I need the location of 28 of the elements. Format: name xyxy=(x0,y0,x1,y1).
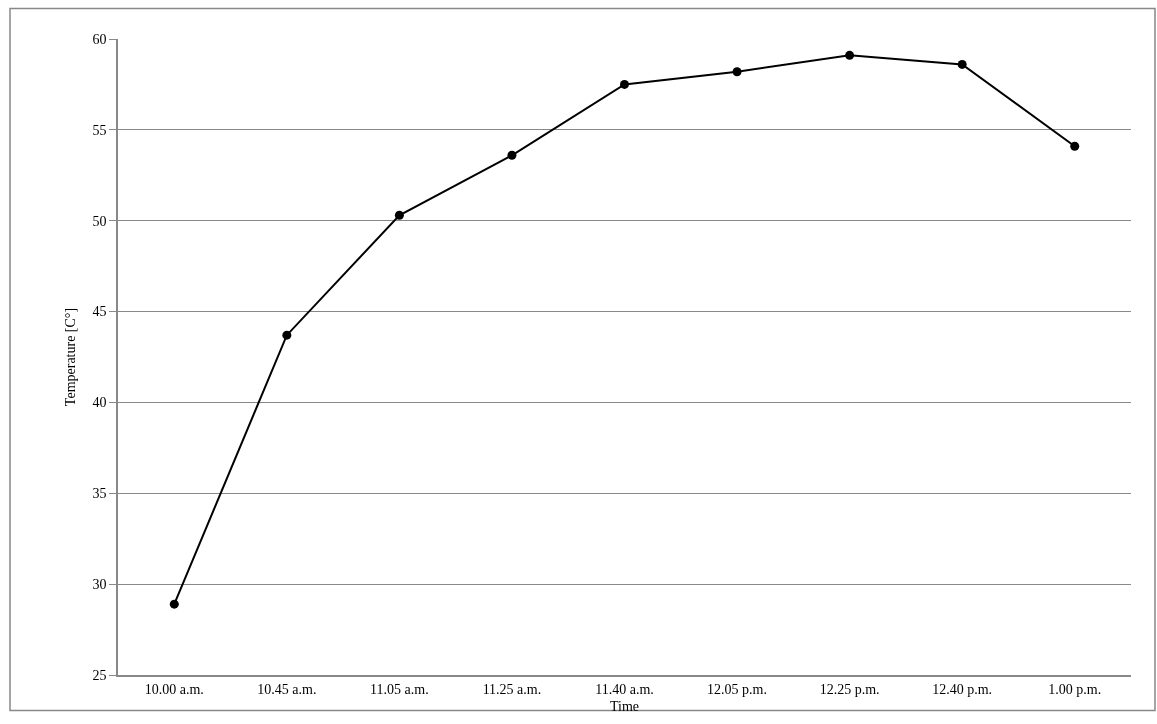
y-axis-title: Temperature [C°] xyxy=(62,307,78,407)
y-tick-label: 30 xyxy=(92,577,107,593)
point xyxy=(394,210,404,220)
x-tick-label: 11.40 a.m. xyxy=(595,681,654,697)
x-tick-label: 12.05 p.m. xyxy=(707,681,768,697)
y-tick-label: 55 xyxy=(92,122,107,138)
x-axis-title: Time xyxy=(609,699,640,715)
point xyxy=(957,59,967,69)
point xyxy=(507,150,517,160)
y-tick-label: 60 xyxy=(92,31,107,47)
y-tick-label: 25 xyxy=(92,667,107,683)
point xyxy=(169,599,179,609)
y-tick-label: 45 xyxy=(92,304,107,320)
point xyxy=(282,330,292,340)
y-tick-label: 50 xyxy=(92,213,107,229)
point xyxy=(732,67,742,77)
point xyxy=(620,79,629,89)
x-tick-label: 11.05 a.m. xyxy=(370,681,429,697)
y-tick-label: 35 xyxy=(92,486,107,502)
y-tick-label: 40 xyxy=(92,395,107,411)
x-tick-label: 12.25 p.m. xyxy=(819,681,880,697)
x-tick-label: 10.00 a.m. xyxy=(144,681,204,697)
x-tick-label: 11.25 a.m. xyxy=(482,681,542,697)
point xyxy=(845,50,855,60)
x-tick-label: 10.45 a.m. xyxy=(257,681,317,697)
x-tick-label: 12.40 p.m. xyxy=(932,681,993,697)
x-tick-label: 1.00 p.m. xyxy=(1048,681,1102,697)
point xyxy=(1070,141,1080,151)
